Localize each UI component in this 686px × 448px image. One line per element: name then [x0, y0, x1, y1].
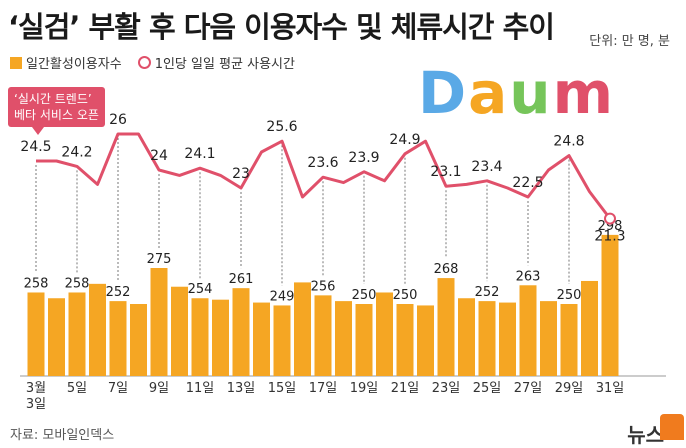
- bar-20: [417, 305, 434, 376]
- line-label-29: 21.3: [594, 229, 625, 245]
- bar-label-15: 256: [311, 279, 336, 294]
- bar-29: [601, 234, 619, 376]
- bar-13: [273, 305, 291, 376]
- line-label-17: 23.9: [348, 150, 379, 166]
- x-tick-label-27: 29일: [555, 381, 584, 396]
- bar-25: [519, 285, 537, 376]
- bar-label-27: 250: [557, 288, 582, 303]
- line-label-3: 24.2: [61, 144, 92, 160]
- x-tick-label-29: 31일: [596, 381, 625, 396]
- event-callout: ‘실시간 트렌드’ 베타 서비스 오픈: [8, 87, 105, 135]
- bar-label-1: 258: [24, 276, 49, 291]
- line-label-1: 24.5: [20, 139, 51, 155]
- x-tick-label-15: 17일: [309, 381, 338, 396]
- x-tick-label-13: 15일: [268, 381, 297, 396]
- line-label-21: 23.1: [430, 164, 461, 180]
- line-series: [36, 132, 612, 220]
- bar-3: [68, 292, 86, 376]
- x-tick-label-1-1: 3월: [26, 381, 46, 396]
- bar-2: [48, 298, 65, 376]
- bar-24: [499, 302, 516, 376]
- bar-1: [27, 292, 45, 376]
- legend-line-label: 1인당 일일 평균 사용시간: [154, 57, 295, 72]
- daum-logo: Daum: [418, 64, 615, 122]
- line-label-25: 22.5: [512, 175, 543, 191]
- bar-18: [376, 292, 393, 376]
- x-tick-label-7: 9일: [149, 381, 169, 396]
- bar-19: [396, 304, 414, 376]
- bar-4: [89, 283, 106, 376]
- brand-label: 뉴스: [627, 423, 664, 447]
- x-tick-label-19: 21일: [391, 381, 420, 396]
- x-tick-label-3: 5일: [67, 381, 87, 396]
- line-label-15: 23.6: [307, 155, 338, 171]
- bar-6: [130, 304, 147, 376]
- legend-line-swatch: [137, 56, 151, 69]
- bar-label-17: 250: [352, 288, 377, 303]
- bar-8: [171, 286, 188, 376]
- legend-bar-swatch: [10, 56, 22, 69]
- line-label-11: 23: [232, 166, 250, 182]
- logo-letter-a: a: [468, 59, 510, 127]
- bar-label-21: 268: [434, 262, 459, 277]
- bar-label-13: 249: [270, 289, 295, 304]
- bar-label-9: 254: [188, 282, 213, 297]
- bar-label-11: 261: [229, 272, 254, 287]
- bar-label-5: 252: [106, 285, 131, 300]
- callout-line-1: ‘실시간 트렌드’: [14, 92, 92, 106]
- line-label-7: 24: [150, 148, 168, 164]
- x-tick-label-5: 7일: [108, 381, 128, 396]
- x-tick-label-9: 11일: [186, 381, 215, 396]
- logo-letter-d: D: [418, 59, 469, 127]
- legend-bar-label: 일간활성이용자수: [26, 57, 122, 72]
- x-tick-label-11: 13일: [227, 381, 256, 396]
- x-tick-label-17: 19일: [350, 381, 379, 396]
- logo-letter-u: u: [509, 59, 553, 127]
- bar-11: [232, 288, 250, 376]
- line-end-marker: [604, 212, 616, 225]
- bar-16: [335, 301, 352, 376]
- bar-14: [294, 282, 311, 376]
- bar-23: [478, 301, 496, 376]
- bar-7: [150, 268, 168, 376]
- bar-label-29: 298: [598, 219, 623, 234]
- line-label-19: 24.9: [389, 132, 420, 148]
- bar-22: [458, 298, 475, 376]
- chart-title: ‘실검’ 부활 후 다음 이용자수 및 체류시간 추이: [8, 10, 555, 44]
- bar-17: [355, 304, 373, 376]
- logo-letter-m: m: [552, 59, 616, 127]
- bar-28: [581, 280, 598, 376]
- bar-label-19: 250: [393, 288, 418, 303]
- brand-mark-icon: [660, 414, 684, 440]
- line-label-23: 23.4: [471, 159, 502, 175]
- bar-5: [109, 301, 127, 376]
- legend: 일간활성이용자수 1인당 일일 평균 사용시간: [10, 53, 295, 72]
- x-tick-label-23: 25일: [473, 381, 502, 396]
- source-note: 자료: 모바일인덱스: [10, 428, 115, 443]
- line-label-5: 26: [109, 112, 127, 128]
- x-tick-label-21: 23일: [432, 381, 461, 396]
- bar-label-7: 275: [147, 252, 172, 267]
- bar-9: [191, 298, 209, 376]
- bar-label-23: 252: [475, 285, 500, 300]
- bar-21: [437, 278, 455, 376]
- x-tick-label-1-2: 3일: [26, 397, 46, 412]
- line-label-27: 24.8: [553, 134, 584, 150]
- bar-26: [540, 301, 557, 376]
- line-label-13: 25.6: [266, 119, 297, 135]
- callout-line-2: 베타 서비스 오픈: [14, 108, 99, 122]
- bar-12: [253, 302, 270, 376]
- bar-27: [560, 304, 578, 376]
- bar-10: [212, 299, 229, 376]
- bar-label-25: 263: [516, 269, 541, 284]
- x-tick-label-25: 27일: [514, 381, 543, 396]
- unit-label: 단위: 만 명, 분: [589, 34, 670, 49]
- bar-15: [314, 295, 332, 376]
- line-label-9: 24.1: [184, 146, 215, 162]
- bar-label-3: 258: [65, 276, 90, 291]
